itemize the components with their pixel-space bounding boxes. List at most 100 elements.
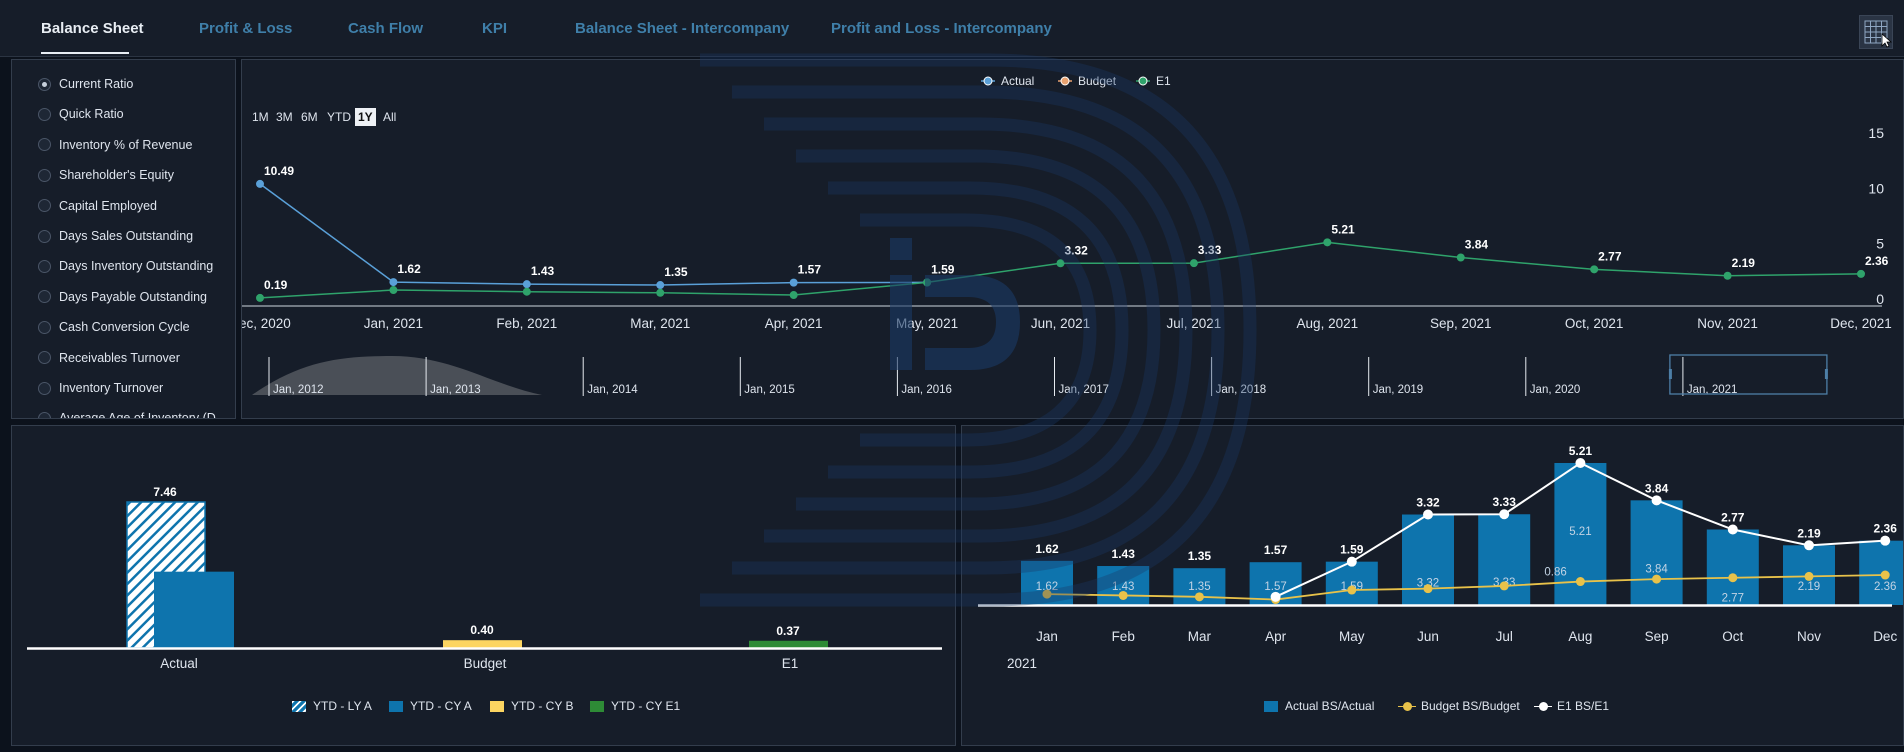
bar-inner-label: 1.57: [1264, 581, 1286, 593]
data-point-actual[interactable]: [389, 278, 398, 287]
ratio-option-days-sales-outstanding[interactable]: Days Sales Outstanding: [38, 226, 193, 246]
e1-point[interactable]: [1880, 535, 1891, 546]
legend-item-actual[interactable]: Actual: [981, 74, 1034, 88]
radio-icon[interactable]: [38, 229, 51, 243]
e1-point[interactable]: [1804, 540, 1814, 551]
budget-point[interactable]: [1880, 570, 1890, 580]
data-point-e1[interactable]: [1056, 259, 1065, 268]
radio-icon[interactable]: [38, 411, 51, 418]
budget-point[interactable]: [1423, 584, 1433, 594]
ratio-list-scrollbar[interactable]: [235, 61, 236, 417]
legend-item-e1[interactable]: E1: [1136, 74, 1171, 88]
radio-icon[interactable]: [38, 168, 51, 182]
ratio-option-capital-employed[interactable]: Capital Employed: [38, 196, 157, 216]
range-button-ytd[interactable]: YTD: [327, 110, 351, 124]
range-button-1m[interactable]: 1M: [252, 110, 269, 124]
budget-point[interactable]: [1194, 592, 1204, 602]
range-button-1y[interactable]: 1Y: [355, 108, 376, 126]
budget-point[interactable]: [1118, 590, 1128, 600]
data-point-actual[interactable]: [656, 281, 665, 290]
data-point-e1[interactable]: [923, 278, 932, 287]
ratio-option-inventory-of-revenue[interactable]: Inventory % of Revenue: [38, 135, 192, 155]
data-point-e1[interactable]: [256, 293, 264, 302]
data-point-e1[interactable]: [789, 291, 798, 300]
tab-balance-sheet-intercompany[interactable]: Balance Sheet - Intercompany: [575, 20, 790, 37]
ratio-option-receivables-turnover[interactable]: Receivables Turnover: [38, 348, 180, 368]
navigator-handle-left[interactable]: [1668, 369, 1672, 379]
ratio-option-shareholder-s-equity[interactable]: Shareholder's Equity: [38, 165, 174, 185]
radio-icon[interactable]: [38, 77, 51, 91]
e1-point[interactable]: [1270, 591, 1281, 602]
ratio-option-inventory-turnover[interactable]: Inventory Turnover: [38, 378, 163, 398]
data-point-actual[interactable]: [789, 278, 798, 287]
data-point-e1[interactable]: [1590, 265, 1599, 274]
e1-point[interactable]: [1346, 556, 1357, 567]
budget-point[interactable]: [1347, 585, 1357, 595]
scrollbar-thumb[interactable]: [235, 61, 236, 379]
range-button-6m[interactable]: 6M: [301, 110, 318, 124]
range-button-all[interactable]: All: [383, 110, 397, 124]
radio-icon[interactable]: [38, 320, 51, 334]
data-point-actual[interactable]: [256, 179, 264, 188]
ratio-option-average-age-of-inventory-d[interactable]: Average Age of Inventory (D: [38, 408, 216, 418]
range-button-3m[interactable]: 3M: [276, 110, 293, 124]
range-navigator[interactable]: Jan, 2012 Jan, 2013 Jan, 2014 Jan, 2015 Jan,…: [252, 354, 1828, 396]
tab-cash-flow[interactable]: Cash Flow: [348, 20, 424, 37]
legend-item-ytd-ly-a[interactable]: YTD - LY A: [292, 699, 372, 713]
radio-icon[interactable]: [38, 138, 51, 152]
ratio-option-days-payable-outstanding[interactable]: Days Payable Outstanding: [38, 287, 207, 307]
data-point-e1[interactable]: [1857, 269, 1865, 278]
bar-ytd-cy-a[interactable]: [154, 571, 234, 648]
data-point-e1[interactable]: [1456, 253, 1465, 262]
e1-point[interactable]: [1423, 509, 1433, 520]
budget-point[interactable]: [1042, 589, 1052, 599]
radio-icon[interactable]: [38, 351, 51, 365]
legend-item-budget[interactable]: Budget: [1058, 74, 1117, 88]
legend-item-budget-bs-budget[interactable]: Budget BS/Budget: [1398, 699, 1520, 713]
ratio-option-cash-conversion-cycle[interactable]: Cash Conversion Cycle: [38, 317, 190, 337]
radio-icon[interactable]: [38, 107, 51, 121]
data-point-e1[interactable]: [1723, 271, 1732, 280]
bar-actual[interactable]: [1478, 514, 1531, 605]
budget-point[interactable]: [1804, 571, 1814, 581]
legend-item-ytd-cy-b[interactable]: YTD - CY B: [490, 699, 573, 713]
ratio-option-days-inventory-outstanding[interactable]: Days Inventory Outstanding: [38, 256, 213, 276]
bar-ytd-cy-b[interactable]: [443, 640, 522, 648]
data-point-e1[interactable]: [389, 286, 398, 295]
bar-actual[interactable]: [1706, 529, 1759, 605]
legend-item-ytd-cy-e1[interactable]: YTD - CY E1: [590, 699, 680, 713]
budget-point[interactable]: [1575, 577, 1585, 587]
tab-balance-sheet[interactable]: Balance Sheet: [41, 20, 144, 37]
budget-point[interactable]: [1728, 573, 1738, 583]
data-point-e1[interactable]: [522, 287, 531, 296]
radio-icon[interactable]: [38, 290, 51, 304]
data-label: 0.40: [470, 623, 494, 637]
e1-point[interactable]: [1575, 458, 1586, 468]
ratio-option-current-ratio[interactable]: Current Ratio: [38, 74, 133, 94]
tab-kpi[interactable]: KPI: [482, 20, 508, 37]
e1-point[interactable]: [1727, 524, 1738, 535]
radio-icon[interactable]: [38, 199, 51, 213]
budget-point[interactable]: [1499, 581, 1509, 591]
ratio-option-quick-ratio[interactable]: Quick Ratio: [38, 104, 124, 124]
data-point-actual[interactable]: [522, 280, 531, 289]
data-point-e1[interactable]: [1323, 238, 1332, 247]
tab-profit-loss-intercompany[interactable]: Profit and Loss - Intercompany: [831, 20, 1052, 37]
bar-actual[interactable]: [1859, 540, 1904, 605]
radio-icon[interactable]: [38, 381, 51, 395]
data-point-e1[interactable]: [1189, 259, 1198, 268]
e1-point[interactable]: [1651, 495, 1662, 506]
budget-point[interactable]: [1652, 574, 1662, 584]
navigator-handle-right[interactable]: [1824, 369, 1828, 379]
legend-item-actual-bs-actual[interactable]: Actual BS/Actual: [1264, 699, 1374, 713]
legend-item-e1-bs-e1[interactable]: E1 BS/E1: [1534, 699, 1609, 713]
bar-actual[interactable]: [1630, 500, 1683, 605]
radio-icon[interactable]: [38, 259, 51, 273]
legend-item-ytd-cy-a[interactable]: YTD - CY A: [389, 699, 472, 713]
tab-profit-loss[interactable]: Profit & Loss: [199, 20, 293, 37]
e1-point[interactable]: [1499, 509, 1510, 520]
bar-ytd-cy-e1[interactable]: [749, 640, 828, 648]
grid-view-button[interactable]: [1859, 15, 1893, 49]
data-point-e1[interactable]: [656, 288, 665, 297]
bar-top-label: 1.43: [1112, 547, 1136, 561]
